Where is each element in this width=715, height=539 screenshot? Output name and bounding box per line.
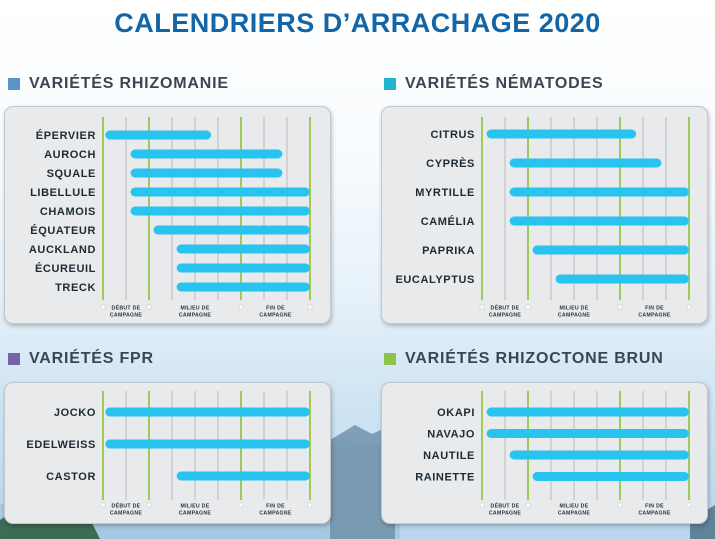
chart-panel-rhizoctone: OKAPI NAVAJO NAUTILE RAINETTE DÉBUT DE CAMPAG…: [381, 382, 708, 524]
timeline-chart: CITRUS CYPRÈS MYRTILLE CAMÉLIA PAPRIKA EUCALY…: [395, 117, 692, 319]
timeline-label: MILIEU DE CAMPAGNE: [179, 504, 212, 517]
bar-auroch: [130, 149, 283, 159]
bar-castor: [176, 471, 310, 481]
bar-okapi: [486, 407, 689, 417]
bar-treck: [176, 282, 310, 292]
category-label: CYPRÈS: [426, 157, 475, 170]
bar-paprika: [532, 245, 689, 255]
section-heading-rhizoctone: VARIÉTÉS RHIZOCTONE BRUN: [384, 350, 664, 368]
category-label: AUCKLAND: [29, 244, 96, 256]
chart-panel-rhizomanie: ÉPERVIER AUROCH SQUALE LIBELLULE CHAMOIS ÉQUA…: [4, 106, 331, 324]
legend-square-icon: [8, 353, 20, 365]
timeline-marker: [525, 502, 531, 508]
timeline-marker: [100, 304, 106, 310]
timeline-label: MILIEU DE CAMPAGNE: [558, 306, 591, 319]
timeline-label: DÉBUT DE CAMPAGNE: [110, 502, 143, 517]
timeline-label: FIN DE CAMPAGNE: [638, 306, 671, 319]
category-label: NAUTILE: [423, 450, 475, 462]
bar-edelweiss: [105, 439, 310, 449]
timeline-marker: [479, 304, 485, 310]
category-label: SQUALE: [47, 168, 96, 180]
bar-auckland: [176, 244, 310, 254]
bar-citrus: [486, 129, 637, 139]
timeline-marker: [307, 502, 313, 508]
timeline-label: DÉBUT DE CAMPAGNE: [110, 304, 143, 319]
bar-rainette: [532, 472, 689, 481]
category-label: JOCKO: [54, 407, 96, 419]
timeline-label: DÉBUT DE CAMPAGNE: [489, 304, 522, 319]
category-label: OKAPI: [437, 407, 475, 419]
bar-squale: [130, 168, 283, 178]
section-heading-fpr: VARIÉTÉS FPR: [8, 350, 154, 368]
section-title: VARIÉTÉS RHIZOCTONE BRUN: [405, 350, 664, 367]
timeline-marker: [479, 502, 485, 508]
category-label: NAVAJO: [427, 429, 475, 441]
timeline-marker: [146, 304, 152, 310]
section-title: VARIÉTÉS FPR: [29, 350, 154, 367]
timeline-marker: [238, 304, 244, 310]
bar-écureuil: [176, 263, 310, 273]
chart-panel-nematodes: CITRUS CYPRÈS MYRTILLE CAMÉLIA PAPRIKA EUCALY…: [381, 106, 708, 324]
timeline-marker: [238, 502, 244, 508]
timeline-chart: OKAPI NAVAJO NAUTILE RAINETTE DÉBUT DE CAMPAG…: [415, 391, 692, 517]
timeline-marker: [617, 502, 623, 508]
timeline-label: FIN DE CAMPAGNE: [259, 504, 292, 517]
timeline-marker: [686, 304, 692, 310]
category-label: ÉQUATEUR: [30, 224, 96, 237]
category-label: CASTOR: [46, 471, 96, 483]
bar-chamois: [130, 206, 310, 216]
bar-camélia: [509, 216, 689, 226]
category-label: CAMÉLIA: [421, 215, 475, 228]
category-label: ÉPERVIER: [36, 129, 96, 142]
chart-panel-fpr: JOCKO EDELWEISS CASTOR DÉBUT DE CAMPAGNE MILI…: [4, 382, 331, 524]
legend-square-icon: [8, 78, 20, 90]
timeline-marker: [307, 304, 313, 310]
timeline-label: FIN DE CAMPAGNE: [638, 504, 671, 517]
category-label: EUCALYPTUS: [395, 274, 475, 286]
timeline-label: MILIEU DE CAMPAGNE: [558, 504, 591, 517]
category-label: RAINETTE: [415, 472, 475, 484]
section-heading-rhizomanie: VARIÉTÉS RHIZOMANIE: [8, 75, 229, 93]
bar-jocko: [105, 407, 310, 417]
category-label: TRECK: [55, 282, 96, 294]
legend-square-icon: [384, 353, 396, 365]
bar-navajo: [486, 429, 689, 438]
timeline-label: DÉBUT DE CAMPAGNE: [489, 502, 522, 517]
category-label: PAPRIKA: [422, 245, 475, 257]
timeline-marker: [100, 502, 106, 508]
bar-épervier: [105, 130, 212, 140]
category-label: CITRUS: [430, 129, 475, 141]
bar-cyprès: [509, 158, 662, 168]
category-label: MYRTILLE: [415, 187, 475, 199]
legend-square-icon: [384, 78, 396, 90]
category-label: EDELWEISS: [26, 439, 96, 451]
bar-myrtille: [509, 187, 689, 197]
bar-eucalyptus: [555, 274, 689, 284]
timeline-chart: ÉPERVIER AUROCH SQUALE LIBELLULE CHAMOIS ÉQUA…: [29, 117, 313, 319]
timeline-marker: [617, 304, 623, 310]
section-title: VARIÉTÉS RHIZOMANIE: [29, 75, 229, 92]
page-title: CALENDRIERS D’ARRACHAGE 2020: [114, 8, 601, 38]
category-label: CHAMOIS: [40, 206, 96, 218]
timeline-marker: [146, 502, 152, 508]
section-title: VARIÉTÉS NÉMATODES: [405, 75, 604, 92]
category-label: LIBELLULE: [30, 187, 96, 199]
timeline-label: FIN DE CAMPAGNE: [259, 306, 292, 319]
bar-nautile: [509, 450, 689, 460]
timeline-marker: [525, 304, 531, 310]
timeline-label: MILIEU DE CAMPAGNE: [179, 306, 212, 319]
timeline-chart: JOCKO EDELWEISS CASTOR DÉBUT DE CAMPAGNE MILI…: [26, 391, 313, 517]
bar-équateur: [153, 225, 310, 235]
timeline-marker: [686, 502, 692, 508]
bar-libellule: [130, 187, 310, 197]
section-heading-nematodes: VARIÉTÉS NÉMATODES: [384, 75, 603, 93]
category-label: ÉCUREUIL: [35, 262, 96, 275]
category-label: AUROCH: [44, 149, 96, 161]
